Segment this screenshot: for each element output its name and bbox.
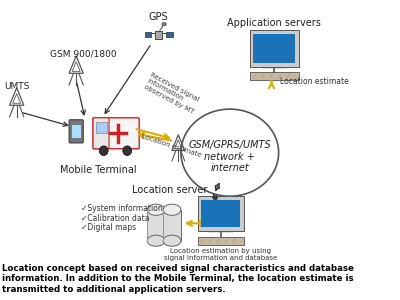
Text: Location estimate: Location estimate [280,76,349,85]
FancyBboxPatch shape [72,124,81,138]
Text: GSM 900/1800: GSM 900/1800 [50,50,116,59]
Text: ✓Calibration data: ✓Calibration data [81,214,149,223]
FancyBboxPatch shape [69,120,83,143]
Text: Location server: Location server [132,184,207,195]
FancyBboxPatch shape [250,72,299,80]
FancyBboxPatch shape [155,31,162,39]
FancyBboxPatch shape [145,32,151,37]
Ellipse shape [163,204,181,215]
Text: GPS: GPS [149,12,168,22]
Text: Mobile Terminal: Mobile Terminal [60,165,137,175]
FancyBboxPatch shape [253,34,295,63]
Text: Location concept based on received signal characteristics and database
informati: Location concept based on received signa… [2,264,354,294]
Text: ✓System information: ✓System information [81,204,162,213]
FancyBboxPatch shape [250,30,299,67]
FancyBboxPatch shape [201,200,240,227]
Text: internet: internet [210,163,249,173]
FancyBboxPatch shape [93,118,139,149]
Ellipse shape [162,23,166,26]
Text: Application servers: Application servers [227,18,321,28]
Ellipse shape [147,204,165,215]
Bar [163,210,181,241]
Text: GSM/GPRS/UMTS: GSM/GPRS/UMTS [188,140,271,150]
Ellipse shape [181,109,279,196]
FancyBboxPatch shape [198,196,244,231]
Text: UMTS: UMTS [4,82,29,91]
Bar [147,210,165,241]
Ellipse shape [147,235,165,246]
Text: Location estimation by using
signal information and database: Location estimation by using signal info… [164,248,278,262]
Text: ✓Digital maps: ✓Digital maps [81,223,136,232]
Circle shape [99,146,108,156]
Text: Location estimate: Location estimate [141,133,202,158]
Ellipse shape [163,235,181,246]
Circle shape [123,146,132,156]
Text: network +: network + [204,152,255,161]
FancyBboxPatch shape [93,118,109,149]
Text: Received signal
information
observed by MT: Received signal information observed by … [143,71,201,115]
FancyBboxPatch shape [166,32,173,37]
FancyBboxPatch shape [198,237,244,244]
FancyBboxPatch shape [96,122,107,133]
